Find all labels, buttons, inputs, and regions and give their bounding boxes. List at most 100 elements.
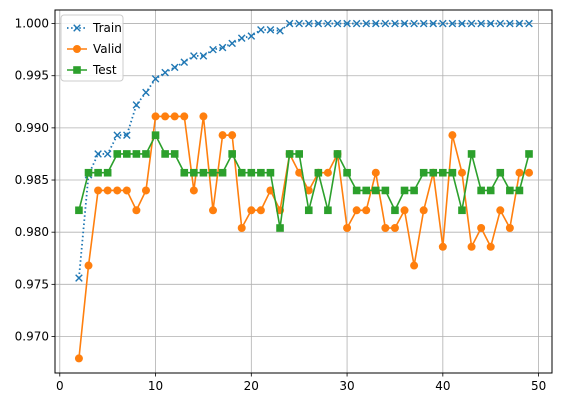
test-point — [84, 168, 93, 177]
series-test — [75, 131, 533, 232]
train-point — [496, 19, 505, 28]
legend: Train Valid Test — [60, 14, 124, 82]
test-point — [199, 168, 208, 177]
train-point — [228, 39, 236, 48]
x-marker-stroke — [477, 19, 485, 28]
valid-point — [237, 224, 246, 233]
train-point — [295, 19, 303, 28]
train-point — [209, 45, 217, 54]
test-point — [352, 186, 361, 195]
x-marker-stroke — [209, 45, 217, 54]
legend-label-valid: Valid — [93, 42, 122, 56]
x-marker-stroke — [458, 19, 466, 28]
y-tick-label: 0.980 — [15, 225, 49, 239]
test-point — [276, 224, 284, 232]
x-tick-label: 30 — [339, 379, 354, 393]
test-point — [429, 168, 438, 177]
test-point — [496, 168, 505, 177]
x-marker-stroke — [276, 27, 284, 35]
x-marker-stroke — [381, 19, 390, 28]
train-point — [391, 19, 399, 28]
train-point — [304, 19, 313, 28]
x-marker-stroke — [486, 19, 495, 28]
series-valid — [74, 112, 534, 363]
train-point — [372, 19, 380, 28]
train-point — [113, 131, 122, 139]
train-point — [410, 19, 418, 28]
train-point — [94, 150, 102, 158]
x-marker-stroke — [515, 19, 524, 28]
x-marker-stroke — [372, 19, 380, 28]
valid-point — [132, 206, 141, 215]
train-line — [78, 22, 530, 279]
train-point — [161, 68, 169, 77]
legend-marker-valid — [73, 45, 81, 53]
valid-point — [477, 224, 486, 233]
train-point — [477, 19, 485, 28]
x-marker-stroke — [314, 19, 323, 28]
valid-point — [84, 261, 93, 270]
x-marker-stroke — [257, 26, 265, 34]
valid-point — [400, 206, 409, 215]
test-point — [247, 168, 256, 177]
y-tick-label: 1.000 — [15, 17, 49, 31]
legend-label-train: Train — [92, 21, 122, 35]
valid-point — [199, 112, 208, 121]
train-point — [381, 19, 390, 28]
legend-marker-train — [73, 24, 81, 32]
test-point — [123, 150, 131, 158]
x-tick-label: 10 — [148, 379, 163, 393]
train-point — [352, 19, 361, 28]
valid-point — [141, 186, 150, 195]
train-point — [515, 19, 524, 28]
valid-point — [457, 168, 466, 177]
train-point — [170, 63, 179, 72]
valid-point — [525, 168, 534, 177]
train-point — [276, 27, 284, 35]
test-point — [314, 168, 323, 177]
x-marker-stroke — [94, 150, 102, 158]
x-marker-stroke — [419, 19, 428, 28]
train-point — [324, 19, 332, 28]
x-marker-stroke — [400, 19, 409, 28]
train-point — [429, 19, 438, 28]
valid-point — [467, 242, 476, 251]
test-point — [151, 131, 160, 139]
valid-point — [180, 112, 189, 121]
x-tick-label: 50 — [531, 379, 546, 393]
valid-point — [218, 131, 227, 140]
test-point — [190, 168, 198, 177]
valid-point — [74, 354, 83, 363]
x-marker-stroke — [237, 34, 246, 42]
test-point — [467, 150, 476, 158]
x-marker-stroke — [391, 19, 399, 28]
train-point — [343, 19, 351, 28]
x-marker-stroke — [123, 131, 131, 139]
train-point — [486, 19, 495, 28]
valid-point — [496, 206, 505, 215]
legend-marker-test — [73, 66, 81, 74]
y-tick-label: 0.990 — [15, 121, 49, 135]
valid-point — [228, 131, 237, 140]
x-marker-stroke — [352, 19, 361, 28]
valid-point — [113, 186, 122, 195]
series-train — [75, 19, 533, 282]
x-marker-stroke — [103, 150, 112, 158]
x-marker-stroke — [333, 19, 342, 28]
valid-point — [381, 224, 390, 233]
legend-label-test: Test — [92, 63, 117, 77]
legend-box — [60, 14, 124, 82]
train-point — [103, 150, 112, 158]
x-marker-stroke — [410, 19, 418, 28]
test-point — [371, 186, 380, 195]
train-point — [257, 26, 265, 34]
test-point — [132, 150, 141, 158]
x-marker-stroke — [75, 274, 83, 282]
test-point — [410, 186, 418, 195]
x-marker-stroke — [285, 19, 294, 28]
valid-point — [352, 206, 361, 215]
y-tick-label: 0.985 — [15, 173, 49, 187]
test-point — [419, 168, 428, 177]
x-marker-stroke — [73, 24, 81, 32]
